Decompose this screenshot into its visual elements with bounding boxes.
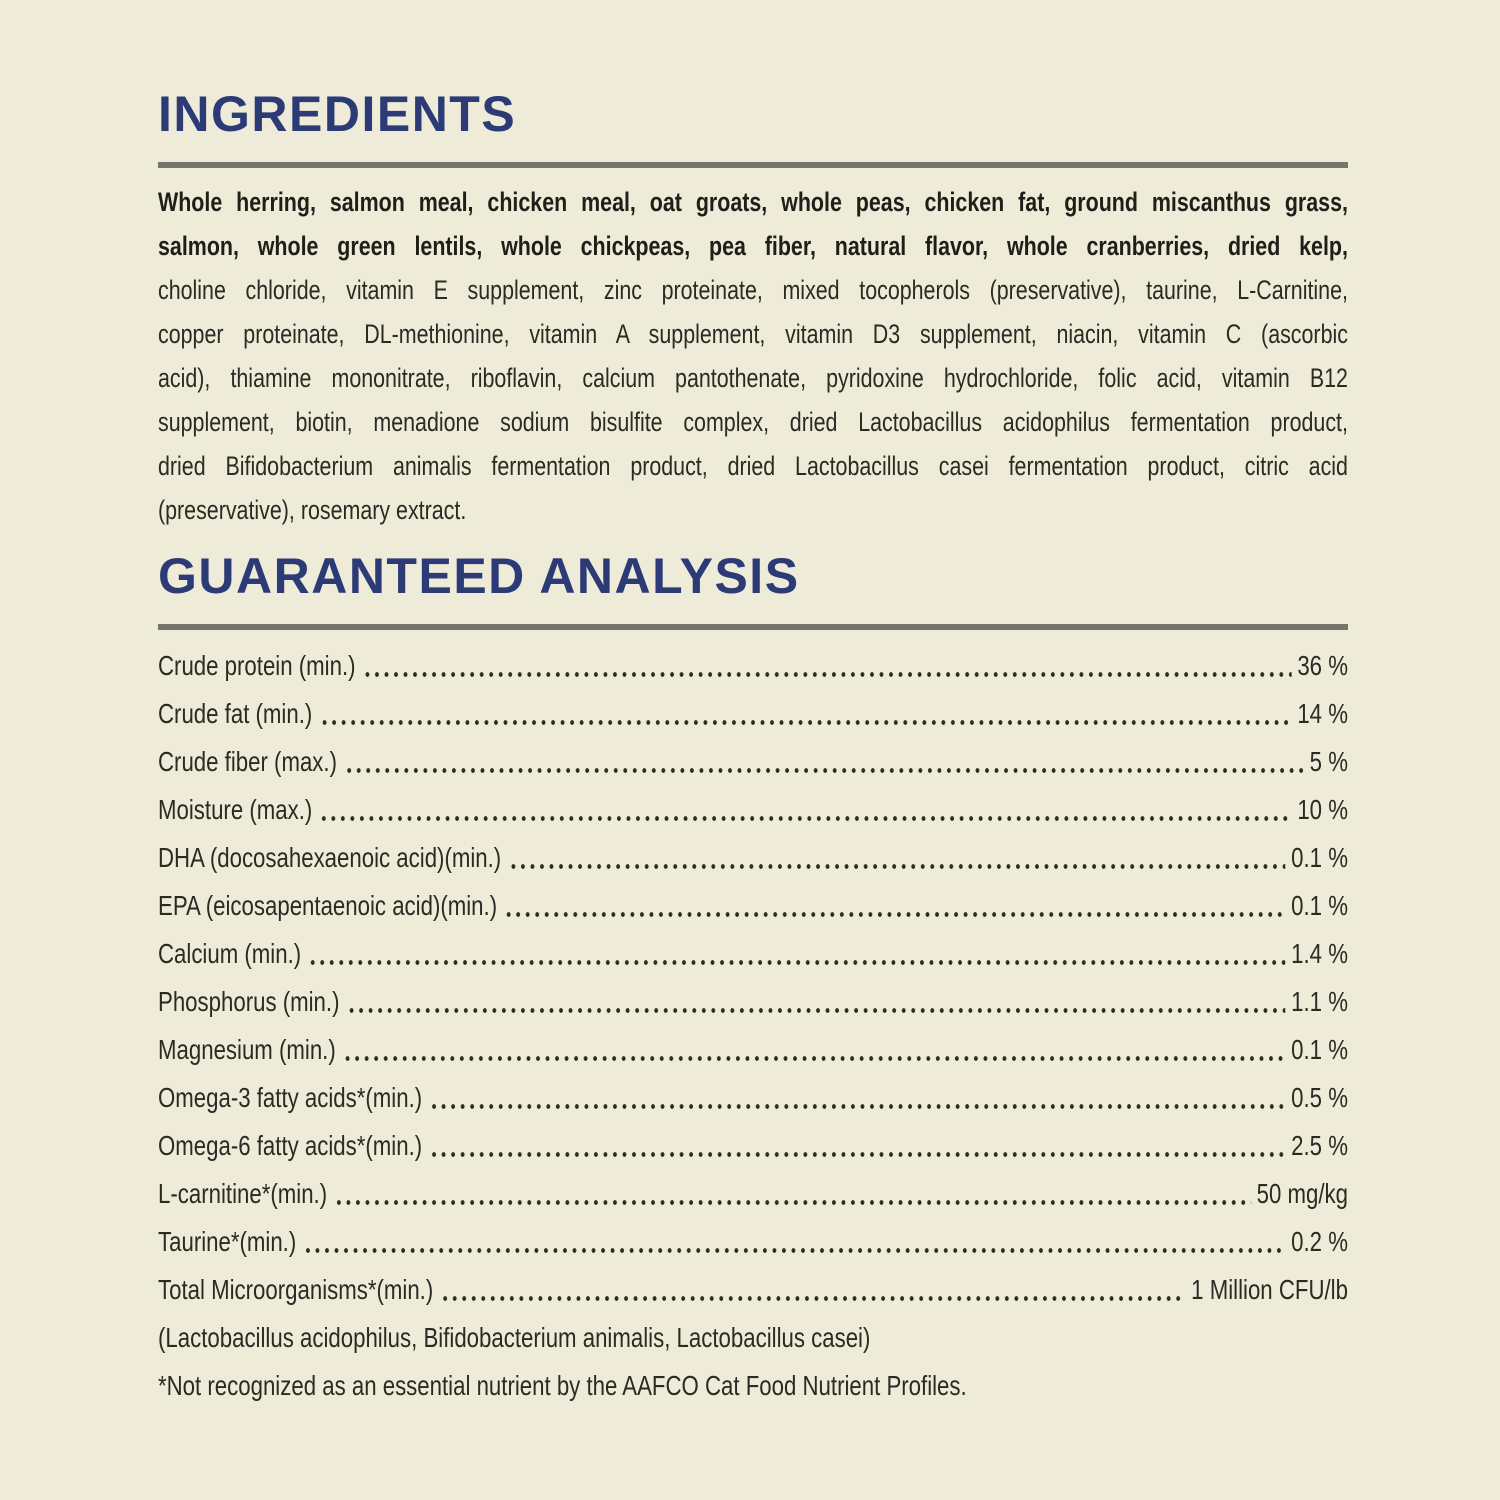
ingredients-line: salmon, whole green lentils, whole chick… bbox=[158, 231, 1348, 261]
analysis-row: L-carnitine*(min.) 50 mg/kg bbox=[158, 1170, 1348, 1218]
guaranteed-analysis-title: GUARANTEED ANALYSIS bbox=[158, 548, 800, 604]
analysis-value: 5 % bbox=[1309, 746, 1348, 777]
analysis-value: 10 % bbox=[1297, 794, 1348, 825]
guaranteed-analysis-divider bbox=[158, 624, 1348, 630]
dot-leader bbox=[317, 786, 1292, 834]
dot-leader bbox=[341, 1026, 1286, 1074]
analysis-value: 1.1 % bbox=[1291, 986, 1348, 1017]
analysis-value: 1.4 % bbox=[1291, 938, 1348, 969]
ingredients-line: Whole herring, salmon meal, chicken meal… bbox=[158, 187, 1348, 217]
analysis-value: 0.2 % bbox=[1291, 1226, 1348, 1257]
dot-leader bbox=[427, 1122, 1286, 1170]
dot-leader bbox=[317, 690, 1292, 738]
analysis-rows: Crude protein (min.) 36 % Crude fat (min.)… bbox=[158, 642, 1348, 1410]
ingredients-divider bbox=[158, 162, 1348, 168]
analysis-value: 14 % bbox=[1297, 698, 1348, 729]
analysis-row: Omega-6 fatty acids*(min.) 2.5 % bbox=[158, 1122, 1348, 1170]
dot-leader bbox=[332, 1170, 1252, 1218]
ingredients-line: copper proteinate, DL-methionine, vitami… bbox=[158, 319, 1348, 349]
dot-leader bbox=[502, 882, 1286, 930]
dot-leader bbox=[306, 930, 1286, 978]
ingredients-paragraph: Whole herring, salmon meal, chicken meal… bbox=[158, 180, 1348, 532]
analysis-row: EPA (eicosapentaenoic acid)(min.) 0.1 % bbox=[158, 882, 1348, 930]
analysis-value: 50 mg/kg bbox=[1256, 1178, 1348, 1209]
analysis-value: 0.1 % bbox=[1291, 1034, 1348, 1065]
dot-leader bbox=[438, 1266, 1186, 1314]
analysis-label: Total Microorganisms*(min.) bbox=[158, 1274, 434, 1305]
analysis-value: 2.5 % bbox=[1291, 1130, 1348, 1161]
analysis-value: 36 % bbox=[1297, 650, 1348, 681]
analysis-label: Omega-6 fatty acids*(min.) bbox=[158, 1130, 423, 1161]
analysis-row: Magnesium (min.) 0.1 % bbox=[158, 1026, 1348, 1074]
analysis-row: Omega-3 fatty acids*(min.) 0.5 % bbox=[158, 1074, 1348, 1122]
analysis-label: Taurine*(min.) bbox=[158, 1226, 297, 1257]
analysis-label: Crude fat (min.) bbox=[158, 698, 313, 729]
analysis-label: Magnesium (min.) bbox=[158, 1034, 336, 1065]
analysis-row: Phosphorus (min.) 1.1 % bbox=[158, 978, 1348, 1026]
analysis-row: Crude fat (min.) 14 % bbox=[158, 690, 1348, 738]
analysis-label: Crude protein (min.) bbox=[158, 650, 356, 681]
analysis-label: EPA (eicosapentaenoic acid)(min.) bbox=[158, 890, 498, 921]
ingredients-title: INGREDIENTS bbox=[158, 86, 517, 142]
analysis-row: Calcium (min.) 1.4 % bbox=[158, 930, 1348, 978]
analysis-value: 0.1 % bbox=[1291, 890, 1348, 921]
analysis-row: Moisture (max.) 10 % bbox=[158, 786, 1348, 834]
analysis-row: Taurine*(min.) 0.2 % bbox=[158, 1218, 1348, 1266]
analysis-row: Crude protein (min.) 36 % bbox=[158, 642, 1348, 690]
analysis-footnote: *Not recognized as an essential nutrient… bbox=[158, 1370, 967, 1401]
analysis-row: DHA (docosahexaenoic acid)(min.) 0.1 % bbox=[158, 834, 1348, 882]
dot-leader bbox=[342, 738, 1305, 786]
dot-leader bbox=[427, 1074, 1286, 1122]
dot-leader bbox=[301, 1218, 1286, 1266]
analysis-value: 0.1 % bbox=[1291, 842, 1348, 873]
analysis-value: 0.5 % bbox=[1291, 1082, 1348, 1113]
dot-leader bbox=[361, 642, 1292, 690]
analysis-label: Crude fiber (max.) bbox=[158, 746, 337, 777]
ingredients-line: acid), thiamine mononitrate, riboflavin,… bbox=[158, 363, 1348, 393]
ingredients-line: choline chloride, vitamin E supplement, … bbox=[158, 275, 1348, 305]
analysis-label: Moisture (max.) bbox=[158, 794, 313, 825]
dot-leader bbox=[345, 978, 1286, 1026]
analysis-label: L-carnitine*(min.) bbox=[158, 1178, 328, 1209]
analysis-footnote: (Lactobacillus acidophilus, Bifidobacter… bbox=[158, 1322, 871, 1353]
ingredients-line: (preservative), rosemary extract. bbox=[158, 495, 467, 525]
analysis-label: DHA (docosahexaenoic acid)(min.) bbox=[158, 842, 502, 873]
analysis-row: Total Microorganisms*(min.) 1 Million CFU… bbox=[158, 1266, 1348, 1314]
analysis-label: Phosphorus (min.) bbox=[158, 986, 340, 1017]
analysis-label: Calcium (min.) bbox=[158, 938, 302, 969]
analysis-label: Omega-3 fatty acids*(min.) bbox=[158, 1082, 423, 1113]
dot-leader bbox=[506, 834, 1286, 882]
ingredients-line: supplement, biotin, menadione sodium bis… bbox=[158, 407, 1348, 437]
ingredients-line: dried Bifidobacterium animalis fermentat… bbox=[158, 451, 1348, 481]
analysis-value: 1 Million CFU/lb bbox=[1191, 1274, 1348, 1305]
analysis-row: Crude fiber (max.) 5 % bbox=[158, 738, 1348, 786]
